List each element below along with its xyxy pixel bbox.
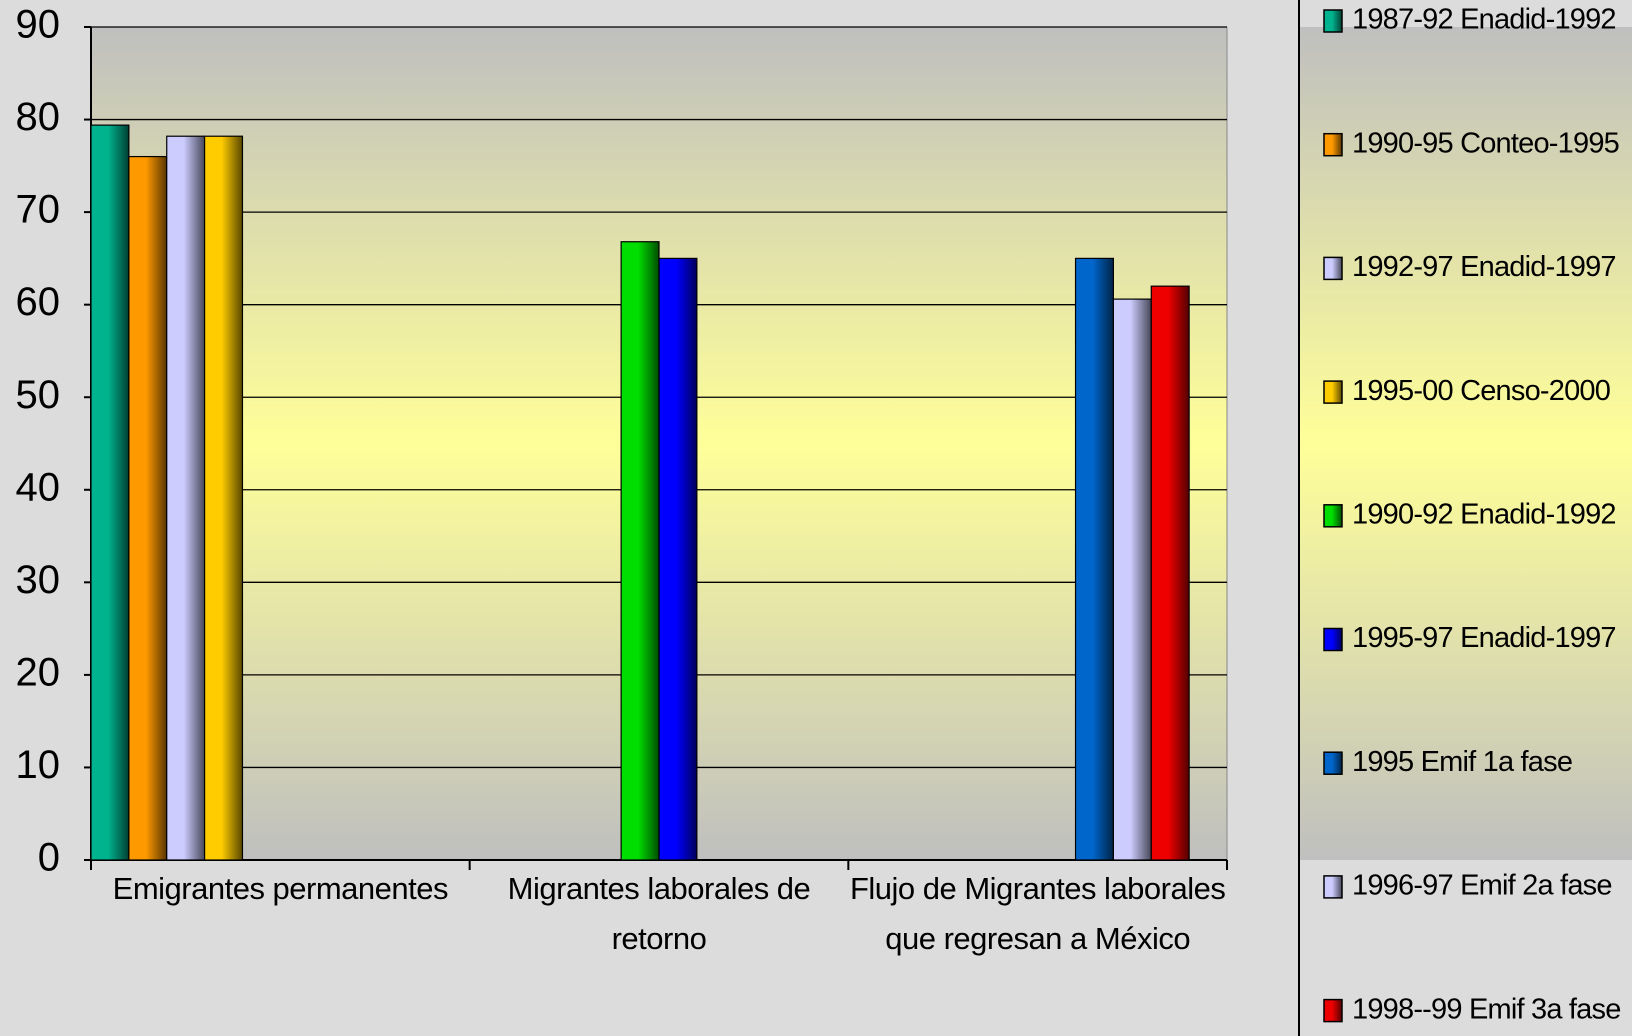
legend-swatch [1323,751,1343,775]
y-tick-label: 20 [16,650,61,694]
legend-label: 1987-92 Enadid-1992 [1352,4,1616,36]
legend-swatch [1323,132,1343,157]
legend-label: 1995 Emif 1a fase [1352,746,1572,778]
y-tick-label: 50 [16,373,61,417]
y-tick-label: 30 [16,558,61,602]
y-tick-label: 90 [16,3,61,47]
legend-swatch [1323,256,1343,281]
y-tick-label: 70 [16,188,61,232]
legend-swatch [1323,998,1343,1023]
bar [1074,257,1114,861]
legend-label: 1992-97 Enadid-1997 [1352,251,1616,283]
bar [128,155,168,861]
bar [1112,298,1152,861]
bar [1150,285,1190,861]
y-tick-label: 80 [16,95,61,139]
x-tick-label: Flujo de Migrantes laborales que regresa… [849,871,1226,956]
bar [658,257,698,861]
legend-background [1299,27,1632,860]
bar [166,135,206,861]
legend-label: 1990-95 Conteo-1995 [1352,127,1619,159]
y-tick-label: 0 [38,836,60,880]
legend-swatch [1323,875,1343,899]
legend-label: 1996-97 Emif 2a fase [1352,870,1612,902]
legend-label: 1995-97 Enadid-1997 [1352,622,1616,654]
y-tick-label: 60 [16,280,61,324]
x-tick-label: Migrantes laborales de retorno [507,871,811,956]
legend-label: 1998--99 Emif 3a fase [1352,993,1621,1025]
legend-label: 1990-92 Enadid-1992 [1352,498,1616,530]
legend-swatch [1323,380,1343,404]
bar [204,135,244,861]
bar [90,124,130,861]
legend-swatch [1323,627,1343,652]
legend-swatch [1323,9,1343,33]
bar [620,241,660,861]
y-tick-label: 10 [16,743,61,787]
legend-swatch [1323,504,1343,528]
legend-label: 1995-00 Censo-2000 [1352,375,1610,407]
y-tick-label: 40 [16,465,61,509]
x-tick-label: Emigrantes permanentes [112,871,449,906]
